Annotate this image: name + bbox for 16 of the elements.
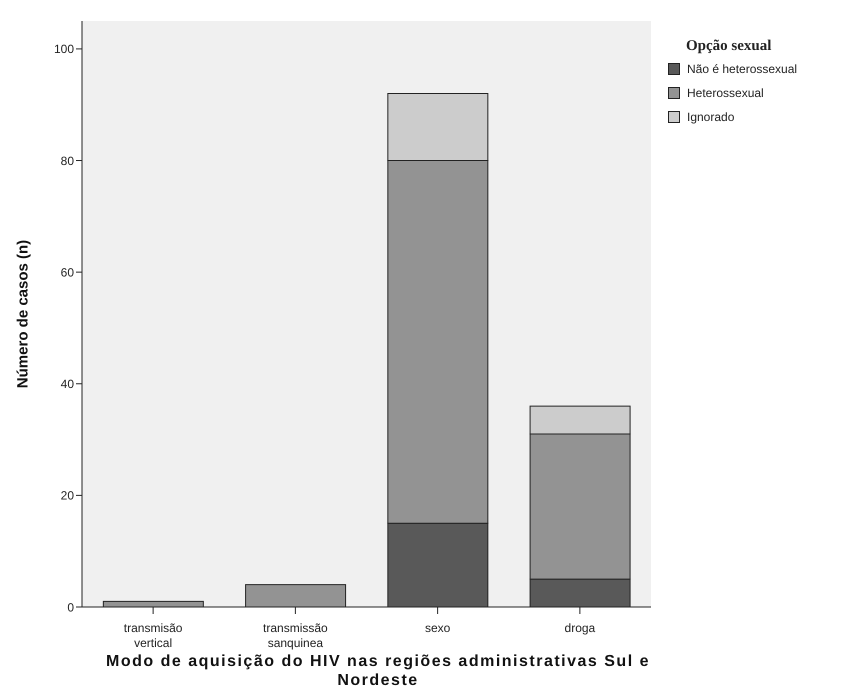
y-axis-title: Número de casos (n) bbox=[14, 240, 32, 388]
y-tick-label: 40 bbox=[60, 377, 74, 392]
legend-title: Opção sexual bbox=[686, 38, 772, 55]
y-tick-label: 60 bbox=[60, 265, 74, 280]
x-tick-label: sexo bbox=[424, 621, 451, 635]
legend-label: Ignorado bbox=[687, 110, 734, 124]
y-tick-label: 80 bbox=[60, 154, 74, 168]
x-axis-title: Modo de aquisição do HIV nas regiões administrativas Sul e Nordeste bbox=[104, 652, 651, 690]
y-tick-label: 100 bbox=[54, 42, 74, 56]
legend-label: Heterossexual bbox=[687, 86, 764, 100]
x-tick-label: transmissão sanquinea bbox=[263, 621, 328, 650]
legend-label: Não é heterossexual bbox=[687, 62, 798, 76]
y-tick-label: 0 bbox=[67, 600, 74, 614]
x-tick-label: transmisão vertical bbox=[124, 621, 183, 650]
y-tick-label: 20 bbox=[60, 488, 74, 503]
x-tick-label: droga bbox=[564, 621, 596, 635]
